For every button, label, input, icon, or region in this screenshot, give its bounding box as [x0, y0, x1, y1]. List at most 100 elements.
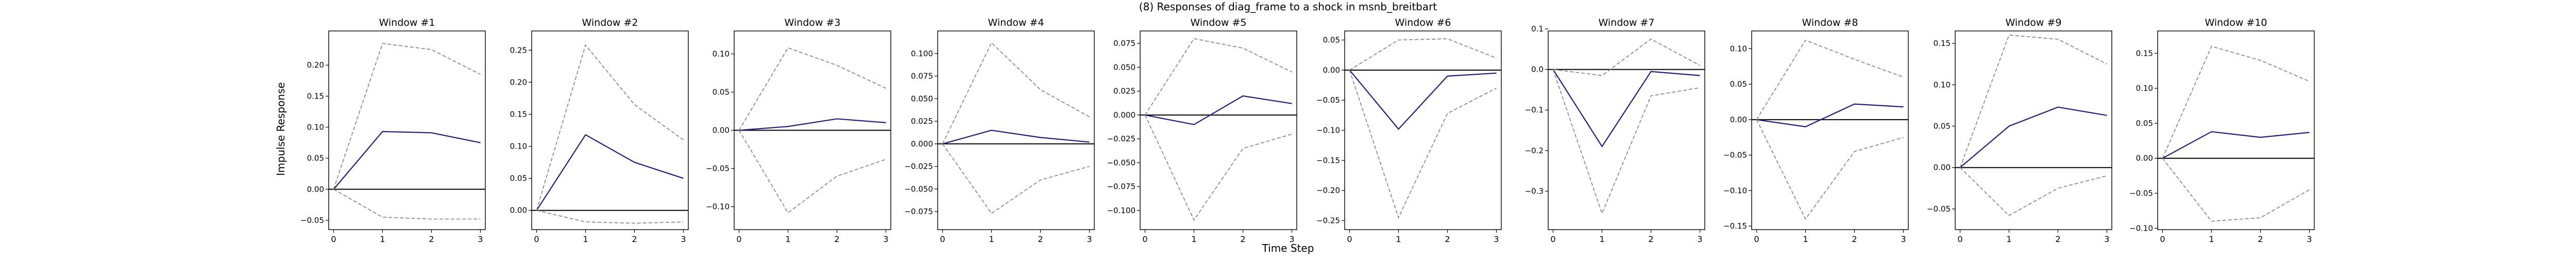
y-tick-label: 0.10 [307, 122, 324, 132]
upper-band-line [1144, 38, 1292, 116]
y-tick-label: 0.15 [1934, 39, 1951, 48]
axes-frame [1344, 30, 1502, 230]
x-tick-label: 2 [1240, 234, 1245, 244]
y-tick-label: 0.050 [911, 94, 933, 103]
y-tick-label: 0.05 [510, 174, 527, 183]
y-tick-label: 0.10 [1730, 44, 1747, 53]
y-axis-label: Impulse Response [275, 82, 287, 175]
y-tick-label: 0.00 [510, 206, 527, 215]
subplot-3: Window #3 0 1 2 3 −0.10 −0.05 0.00 0.05 0.10 [706, 17, 891, 244]
x-tick-label: 1 [583, 234, 588, 244]
y-tick-label: 0.05 [1730, 79, 1747, 89]
x-tick-label: 3 [1697, 234, 1702, 244]
lower-band-line [536, 209, 684, 224]
lower-band-line [1144, 115, 1292, 221]
subplot-1: Window #1 0 1 2 3 −0.05 0.00 0.05 0.10 0.15 0.20 [300, 17, 486, 244]
y-tick-label: 0.1 [1531, 24, 1544, 34]
x-tick-label: 0 [1754, 234, 1759, 244]
x-tick-label: 3 [681, 234, 686, 244]
x-tick-label: 0 [1142, 234, 1147, 244]
x-tick-label: 3 [1494, 234, 1499, 244]
subplot-7: Window #7 0 1 2 3 −0.3 −0.2 −0.1 0.0 0.1 [1525, 17, 1705, 244]
upper-band-line [1349, 38, 1497, 71]
y-tick-label: 0.20 [307, 60, 324, 70]
y-tick-label: −0.025 [904, 162, 933, 171]
x-tick-label: 0 [736, 234, 741, 244]
subplot-title: Window #5 [1191, 17, 1247, 28]
subplot-10: Window #10 0 1 2 3 −0.10 −0.05 0.00 0.05 0.10 0.15 [2129, 17, 2315, 244]
x-tick-label: 1 [380, 234, 385, 244]
x-tick-label: 3 [1289, 234, 1294, 244]
y-tick-label: −0.05 [1927, 204, 1951, 214]
subplot-4: Window #4 0 1 2 3 −0.075 −0.050 −0.025 0.000 0.02… [904, 17, 1095, 244]
subplot-2: Window #2 0 1 2 3 0.00 0.05 0.10 0.15 0.20 0.25 [510, 17, 689, 244]
upper-band-line [738, 47, 886, 131]
x-tick-label: 2 [2055, 234, 2060, 244]
upper-band-line [536, 44, 684, 211]
subplot-8: Window #8 0 1 2 3 −0.15 −0.10 −0.05 0.00 0.05 0.10 [1723, 17, 1909, 244]
x-tick-label: 2 [1038, 234, 1043, 244]
x-tick-label: 2 [1852, 234, 1857, 244]
subplot-title: Window #8 [1802, 17, 1858, 28]
upper-band-line [942, 42, 1090, 144]
y-tick-label: −0.075 [904, 207, 933, 216]
x-tick-label: 0 [1347, 234, 1352, 244]
subplot-title: Window #3 [785, 17, 841, 28]
y-tick-label: −0.3 [1525, 186, 1544, 196]
x-tick-label: 0 [1957, 234, 1962, 244]
y-tick-label: 0.00 [1730, 115, 1747, 124]
x-tick-label: 1 [1396, 234, 1401, 244]
y-tick-label: 0.15 [510, 109, 527, 119]
lower-band-line [1756, 119, 1904, 220]
y-tick-label: −0.05 [1316, 95, 1340, 105]
y-tick-label: −0.05 [1723, 151, 1747, 160]
subplot-title: Window #2 [582, 17, 638, 28]
lower-band-line [2162, 158, 2310, 222]
subplot-title: Window #1 [379, 17, 435, 28]
x-tick-label: 0 [2160, 234, 2165, 244]
irf-line [1349, 70, 1497, 130]
irf-line [333, 131, 481, 190]
x-tick-label: 2 [834, 234, 839, 244]
subplot-9: Window #9 0 1 2 3 −0.05 0.00 0.05 0.10 0.15 [1927, 17, 2112, 244]
y-tick-label: −0.100 [1107, 206, 1136, 215]
y-tick-label: −0.15 [1316, 156, 1340, 165]
axes-frame [2157, 30, 2315, 230]
subplot-title: Window #6 [1395, 17, 1451, 28]
irf-line [2162, 131, 2310, 159]
y-tick-label: 0.15 [2136, 49, 2153, 58]
y-tick-label: 0.075 [911, 72, 933, 81]
figure-title: (8) Responses of diag_frame to a shock i… [1139, 1, 1437, 13]
x-tick-label: 2 [1445, 234, 1450, 244]
y-tick-label: 0.05 [1323, 36, 1340, 45]
subplots: Window #10 1 2 3−0.050.000.050.100.150.20Wi… [300, 17, 2315, 244]
x-tick-label: 1 [785, 234, 790, 244]
lower-band-line [738, 130, 886, 214]
y-tick-label: 0.000 [1113, 110, 1136, 120]
y-tick-label: −0.10 [2129, 223, 2153, 233]
x-tick-label: 1 [1803, 234, 1808, 244]
y-tick-label: 0.00 [1934, 163, 1951, 172]
y-tick-label: −0.05 [2129, 189, 2153, 198]
y-tick-label: −0.025 [1107, 134, 1136, 143]
axes-frame [1751, 30, 1909, 230]
y-tick-label: 0.10 [2136, 84, 2153, 93]
y-tick-label: 0.00 [713, 126, 730, 135]
y-tick-label: 0.0 [1531, 65, 1544, 74]
subplot-title: Window #9 [2006, 17, 2062, 28]
irf-line [1145, 95, 1292, 125]
irf-line [942, 130, 1090, 144]
irf-line [1552, 69, 1700, 148]
x-tick-label: 2 [632, 234, 637, 244]
x-tick-label: 2 [429, 234, 434, 244]
x-tick-label: 3 [2104, 234, 2109, 244]
y-tick-label: −0.10 [1316, 126, 1340, 135]
irf-line [536, 134, 684, 211]
subplot-6: Window #6 0 1 2 3 −0.25 −0.20 −0.15 −0.10 −0.05 0.… [1316, 17, 1502, 244]
y-tick-label: −0.25 [1316, 216, 1340, 225]
y-tick-label: 0.10 [510, 142, 527, 151]
upper-band-line [1756, 39, 1904, 120]
y-tick-label: 0.25 [510, 45, 527, 55]
lower-band-line [1349, 70, 1497, 219]
y-tick-label: 0.05 [713, 87, 730, 96]
